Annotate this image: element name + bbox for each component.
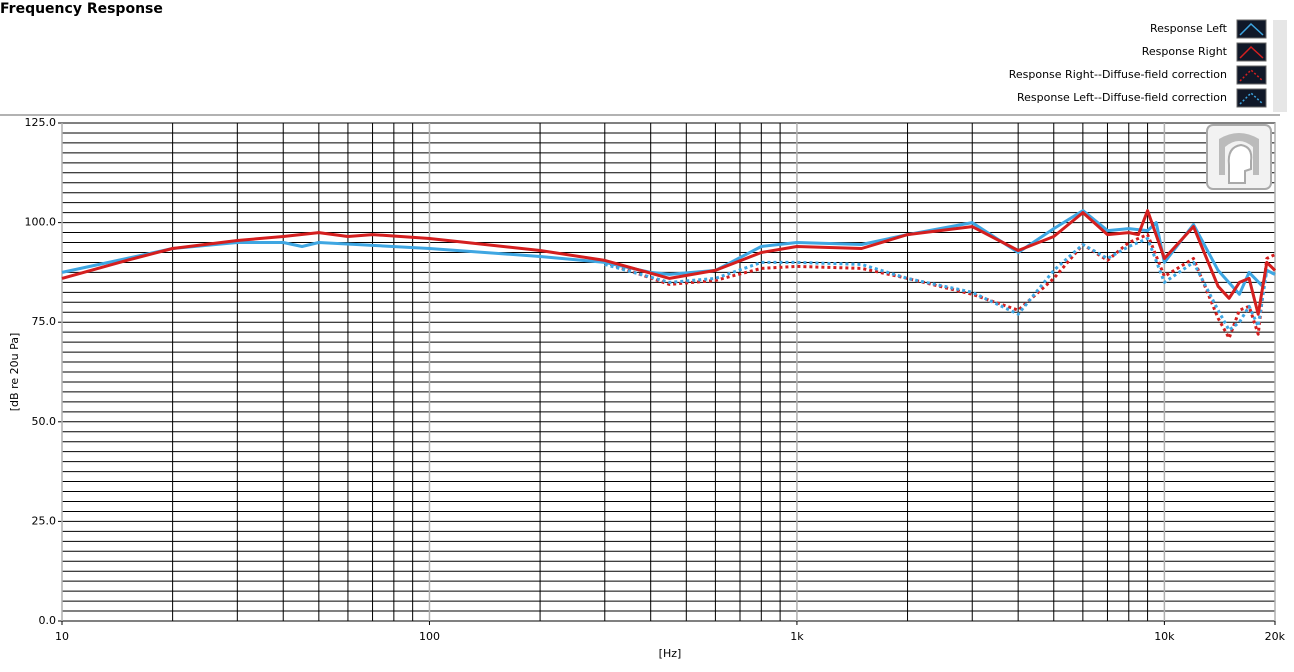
x-tick-label: 1k <box>790 630 804 643</box>
chart-title: Frequency Response <box>0 1 163 17</box>
headphone-logo <box>1206 124 1272 190</box>
legend-label: Response Left <box>1150 22 1228 35</box>
legend-label: Response Right--Diffuse-field correction <box>1009 68 1227 81</box>
x-tick-label: 10 <box>55 630 69 643</box>
x-tick-label: 10k <box>1154 630 1175 643</box>
legend-swatch <box>1236 19 1267 39</box>
legend-label: Response Right <box>1142 45 1228 58</box>
series-group <box>61 209 1277 340</box>
grid <box>58 122 1276 625</box>
legend-line <box>1239 22 1264 36</box>
series-line <box>61 209 1277 316</box>
legend-swatch <box>1236 88 1267 108</box>
legend-swatch <box>1236 42 1267 62</box>
x-tick-label: 100 <box>419 630 440 643</box>
series-line <box>604 233 1276 340</box>
y-tick-label: 25.0 <box>32 514 57 527</box>
y-tick-label: 50.0 <box>32 415 57 428</box>
series-line <box>604 237 1276 332</box>
legend-line <box>1239 91 1264 105</box>
scrollbar[interactable] <box>1273 20 1287 112</box>
legend-line <box>1239 68 1264 82</box>
x-axis-label: [Hz] <box>659 647 682 660</box>
legend-label: Response Left--Diffuse-field correction <box>1017 91 1227 104</box>
legend-swatch <box>1236 65 1267 85</box>
x-tick-label: 20k <box>1265 630 1286 643</box>
y-axis-label: [dB re 20u Pa] <box>8 333 21 412</box>
y-tick-label: 0.0 <box>39 614 57 627</box>
y-tick-label: 75.0 <box>32 315 57 328</box>
legend-line <box>1239 45 1264 59</box>
y-tick-label: 100.0 <box>25 216 57 229</box>
y-tick-label: 125.0 <box>25 116 57 129</box>
